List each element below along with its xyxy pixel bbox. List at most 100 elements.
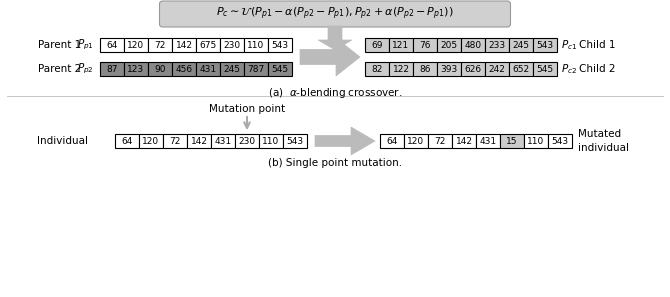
Bar [244,62,268,76]
Bar [172,38,196,52]
Text: 431: 431 [200,64,216,73]
Text: 543: 543 [551,137,569,146]
Bar [452,134,476,148]
Bar [533,62,557,76]
Polygon shape [318,26,352,50]
Bar [283,134,307,148]
Text: 230: 230 [239,137,255,146]
Text: 64: 64 [387,137,398,146]
Text: 543: 543 [287,137,304,146]
Bar [211,134,235,148]
Bar [148,38,172,52]
Text: 72: 72 [170,137,181,146]
Bar [428,134,452,148]
Text: 72: 72 [434,137,446,146]
Polygon shape [315,127,375,155]
Bar [235,134,259,148]
Text: 545: 545 [537,64,553,73]
Text: Mutation point: Mutation point [209,104,285,114]
Text: 110: 110 [527,137,545,146]
Text: 121: 121 [393,40,409,50]
Bar [259,134,283,148]
Text: $P_c \sim \mathcal{U}(P_{p1} - \alpha(P_{p2} - P_{p1}), P_{p2} + \alpha(P_{p2} -: $P_c \sim \mathcal{U}(P_{p1} - \alpha(P_… [216,6,454,22]
Text: 110: 110 [263,137,279,146]
Text: 90: 90 [154,64,165,73]
Bar [485,38,509,52]
Bar [115,134,139,148]
Bar [461,62,485,76]
Text: 120: 120 [407,137,425,146]
Text: 123: 123 [127,64,145,73]
Bar [413,62,437,76]
Text: 86: 86 [419,64,431,73]
Text: 245: 245 [224,64,241,73]
Bar [509,38,533,52]
Bar [268,62,292,76]
Text: 787: 787 [247,64,265,73]
Bar [437,62,461,76]
Text: 431: 431 [214,137,232,146]
Polygon shape [300,38,360,76]
Text: (a)  $\alpha$-blending crossover.: (a) $\alpha$-blending crossover. [268,86,402,100]
Bar [404,134,428,148]
Bar [500,134,524,148]
Bar [437,38,461,52]
Bar [365,62,389,76]
Text: $P_{p1}$: $P_{p1}$ [76,38,93,52]
Bar [476,134,500,148]
Bar [196,38,220,52]
Bar [389,38,413,52]
Text: Mutated
individual: Mutated individual [578,129,629,153]
Bar [196,62,220,76]
Text: 120: 120 [127,40,145,50]
Bar [124,62,148,76]
Text: Parent 1: Parent 1 [38,40,81,50]
Text: 456: 456 [176,64,192,73]
Text: 69: 69 [371,40,383,50]
Text: $P_{c1}$: $P_{c1}$ [561,38,578,52]
Text: 431: 431 [480,137,496,146]
Text: Parent 2: Parent 2 [38,64,81,74]
Text: 242: 242 [488,64,505,73]
Text: 393: 393 [440,64,458,73]
Bar [533,38,557,52]
Text: 15: 15 [507,137,518,146]
Bar [485,62,509,76]
FancyBboxPatch shape [159,1,511,27]
Text: 233: 233 [488,40,506,50]
Text: 64: 64 [107,40,118,50]
Bar [268,38,292,52]
Text: Child 1: Child 1 [579,40,616,50]
Text: 122: 122 [393,64,409,73]
Text: (b) Single point mutation.: (b) Single point mutation. [268,158,402,168]
Text: 72: 72 [154,40,165,50]
Bar [244,38,268,52]
Bar [100,62,124,76]
Bar [124,38,148,52]
Text: 76: 76 [419,40,431,50]
Text: 120: 120 [143,137,159,146]
Text: 652: 652 [513,64,529,73]
Text: 142: 142 [456,137,472,146]
Text: Individual: Individual [37,136,88,146]
Text: 142: 142 [176,40,192,50]
Text: 543: 543 [537,40,553,50]
Bar [220,38,244,52]
Text: $P_{p2}$: $P_{p2}$ [76,62,93,76]
Bar [187,134,211,148]
Text: 87: 87 [107,64,118,73]
Text: 480: 480 [464,40,482,50]
Bar [139,134,163,148]
Bar [524,134,548,148]
Bar [365,38,389,52]
Text: 245: 245 [513,40,529,50]
Text: 675: 675 [200,40,216,50]
Text: 142: 142 [190,137,208,146]
Bar [100,38,124,52]
Text: 64: 64 [121,137,133,146]
Bar [509,62,533,76]
Bar [461,38,485,52]
Bar [389,62,413,76]
Text: 205: 205 [440,40,458,50]
Bar [220,62,244,76]
